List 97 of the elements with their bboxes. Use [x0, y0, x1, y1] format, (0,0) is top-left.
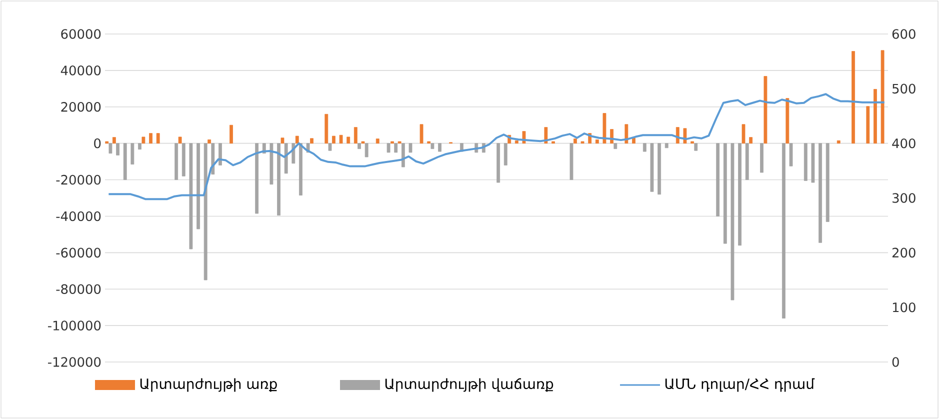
bar	[786, 98, 790, 144]
bar	[730, 143, 734, 300]
bar	[852, 51, 855, 144]
legend-label: Արտարժույթի վաճառք	[385, 378, 554, 392]
bar	[742, 124, 746, 144]
bar	[401, 143, 405, 168]
y2-tick-label: 0	[892, 357, 899, 367]
y2-tick-label: 500	[892, 84, 916, 94]
bar	[196, 143, 200, 230]
bar	[749, 137, 753, 144]
y-tick-label: -100000	[48, 320, 101, 330]
y2-tick-label: 200	[892, 248, 916, 258]
bar	[156, 133, 160, 144]
y2-tick-label: 100	[892, 302, 916, 312]
y-tick-label: -120000	[48, 357, 101, 367]
y-tick-label: 0	[94, 138, 101, 148]
bar	[354, 127, 358, 144]
bar	[420, 124, 424, 144]
bar	[874, 89, 877, 144]
bar	[280, 138, 284, 144]
y2-tick-label: 400	[892, 138, 916, 148]
y-tick-label: 60000	[61, 29, 101, 39]
bar	[496, 143, 500, 183]
y-tick-label: -20000	[56, 174, 101, 185]
bar	[514, 140, 518, 144]
bar	[664, 143, 668, 148]
bar	[811, 143, 815, 183]
bar	[112, 137, 116, 144]
bar	[178, 136, 182, 144]
bar	[632, 138, 636, 144]
bar	[277, 143, 280, 216]
bar	[595, 139, 599, 144]
bar	[299, 143, 302, 196]
bar	[650, 143, 654, 192]
bar	[130, 143, 134, 164]
bar	[284, 143, 288, 174]
bar	[295, 136, 299, 144]
bar	[123, 143, 127, 180]
bar	[182, 143, 186, 176]
bar	[764, 76, 768, 144]
bar	[866, 106, 870, 144]
bar	[149, 133, 152, 144]
bar	[658, 143, 661, 195]
bar	[116, 143, 120, 156]
bar	[738, 143, 742, 246]
bar	[255, 143, 259, 214]
bar	[230, 124, 233, 144]
y-tick-label: -60000	[56, 248, 101, 258]
legend-label: ԱՄՆ դոլար/ՀՀ դրամ	[665, 378, 815, 392]
bar	[880, 50, 884, 144]
bar	[723, 143, 727, 244]
bar	[339, 134, 343, 144]
bar	[570, 143, 574, 180]
bar	[346, 136, 350, 144]
bar	[642, 143, 646, 152]
bar	[386, 143, 390, 153]
bar	[745, 143, 749, 180]
y2-tick-label: 300	[892, 193, 916, 203]
bar	[328, 143, 332, 151]
bar	[394, 143, 398, 153]
bar	[108, 143, 112, 154]
bar	[430, 143, 434, 149]
bar	[818, 143, 822, 243]
bar	[270, 143, 274, 185]
bar	[694, 143, 698, 151]
bar	[614, 143, 618, 149]
bar	[324, 114, 328, 144]
bar	[364, 143, 368, 158]
y-tick-label: 20000	[61, 102, 101, 112]
bar	[332, 136, 336, 144]
y-tick-label: -80000	[56, 284, 101, 294]
bar	[204, 143, 208, 280]
bar	[574, 138, 577, 144]
bar	[836, 140, 840, 144]
y-tick-label: 40000	[60, 66, 101, 76]
bar	[358, 143, 361, 149]
bar	[310, 138, 314, 144]
bar	[208, 139, 212, 144]
bar	[189, 143, 193, 250]
bar	[716, 143, 720, 216]
y-tick-label: -40000	[56, 211, 101, 222]
bar	[174, 143, 178, 180]
bar	[438, 143, 442, 152]
bar	[782, 143, 786, 318]
bar	[142, 136, 146, 144]
bar	[138, 143, 142, 150]
legend-label: Արտարժույթի առք	[140, 378, 277, 392]
bar	[804, 143, 808, 181]
y2-tick-label: 600	[892, 29, 916, 39]
bar	[376, 138, 380, 144]
bar	[826, 143, 830, 222]
bar	[408, 143, 412, 153]
bar	[218, 143, 222, 166]
bar	[602, 113, 606, 144]
bar	[760, 143, 764, 173]
bar	[789, 143, 793, 166]
bar	[504, 143, 508, 166]
